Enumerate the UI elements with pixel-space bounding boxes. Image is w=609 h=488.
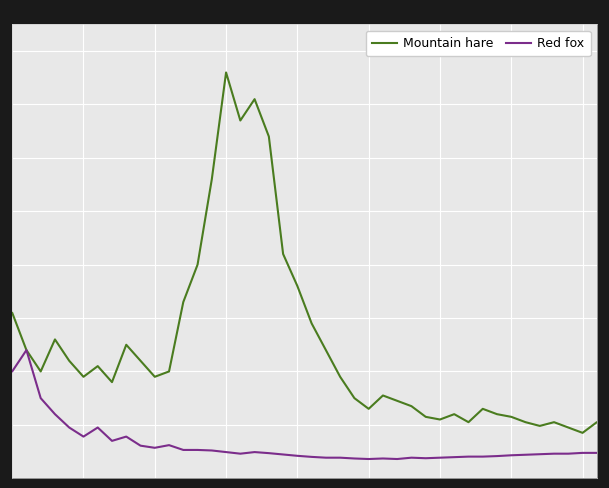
Legend: Mountain hare, Red fox: Mountain hare, Red fox [365, 31, 591, 56]
